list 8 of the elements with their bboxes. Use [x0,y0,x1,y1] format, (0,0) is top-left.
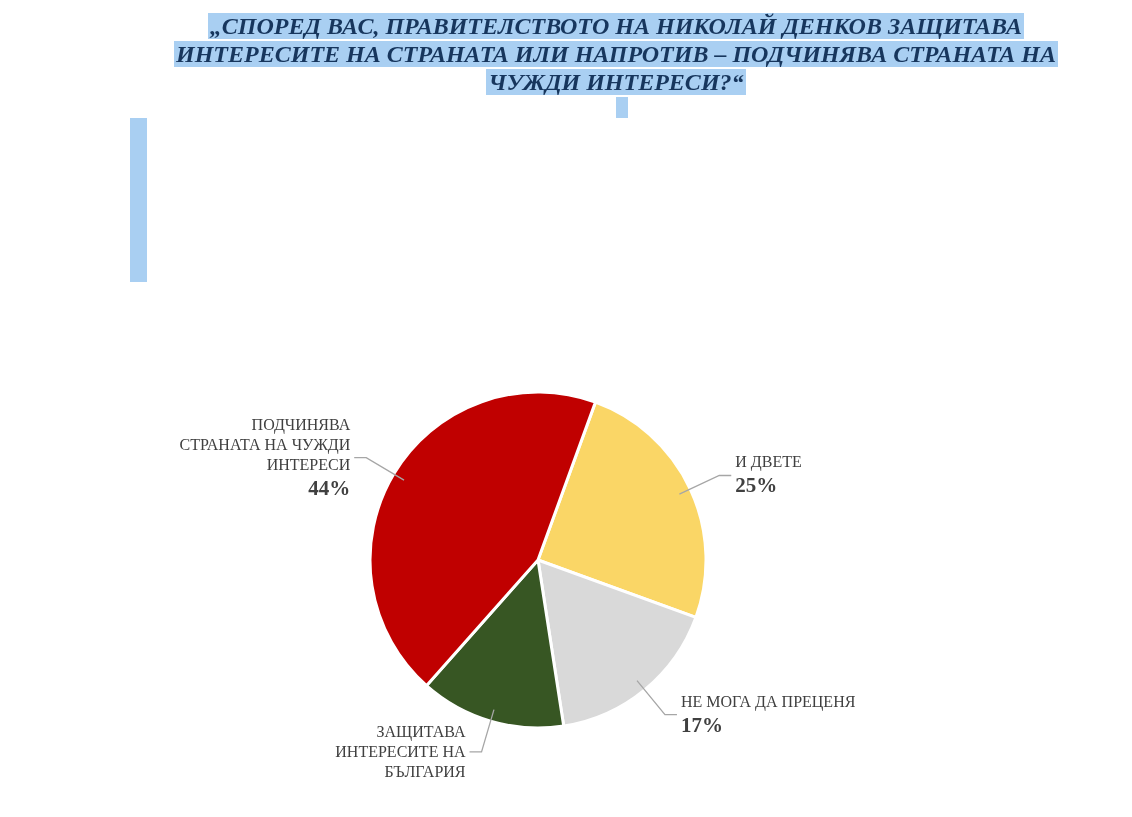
data-label: 25% [735,473,778,498]
data-label: 17% [680,712,723,737]
slice-label: ПОДЧИНЯВА СТРАНАТА НА ЧУЖДИ ИНТЕРЕСИ [179,415,351,473]
slice-label: НЕ МОГА ДА ПРЕЦЕНЯ [680,692,856,711]
chart-title: „СПОРЕД ВАС, ПРАВИТЕЛСТВОТО НА НИКОЛАЙ ДЕНКОВ ЗАЩИТАВА ИНТЕРЕСИТЕ НА СТРАНАТА ИЛИ НАПРОТИВ – ПОДЧИНЯВА СТРАНАТА НА ЧУЖДИ ИНТЕРЕСИ?“ [174,13,1058,95]
slice-label: И ДВЕТЕ [735,453,802,472]
data-label: 44% [308,475,351,500]
slice-label: ЗАЩИТАВА ИНТЕРЕСИТЕ НА БЪЛГАРИЯ [335,722,466,780]
